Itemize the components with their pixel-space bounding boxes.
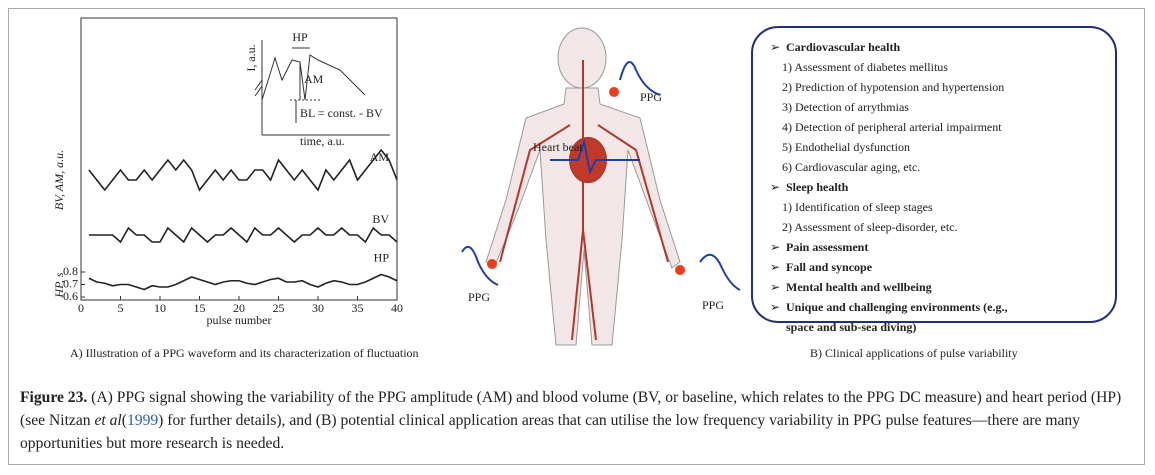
- bullet: ➢: [770, 240, 780, 254]
- figure-caption: Figure 23. (A) PPG signal showing the va…: [20, 389, 1122, 452]
- panel-b-caption: B) Clinical applications of pulse variab…: [810, 346, 1018, 360]
- x-tick-label: 10: [154, 301, 166, 315]
- section-title: Sleep health: [786, 180, 849, 194]
- sensor: [609, 87, 619, 97]
- x-label: pulse number: [207, 313, 272, 327]
- series-label: HP: [374, 251, 390, 265]
- inset-y: I, a.u.: [244, 44, 258, 71]
- section-item: 2) Prediction of hypotension and hyperte…: [782, 80, 1004, 94]
- citation[interactable]: 1999: [126, 412, 159, 429]
- inset-hp: HP: [292, 30, 308, 44]
- ppg-waves: [461, 61, 741, 291]
- caption-text: (A) PPG signal showing the variability o…: [20, 389, 1122, 429]
- section-title: Fall and syncope: [786, 260, 873, 274]
- series-label: AM: [370, 150, 390, 164]
- inset: [254, 40, 390, 136]
- x-tick-label: 35: [352, 301, 364, 315]
- heart-label: Heart beat: [533, 140, 583, 154]
- section-item: 1) Assessment of diabetes mellitus: [782, 60, 948, 74]
- bullet: ➢: [770, 280, 780, 294]
- series-line: [88, 273, 398, 291]
- applications-box: [751, 26, 1117, 323]
- series-line: [88, 226, 398, 244]
- section-item: space and sub-sea diving): [786, 320, 916, 334]
- vessels: [499, 60, 669, 341]
- figure-frame: [8, 8, 1145, 465]
- bullet: ➢: [770, 40, 780, 54]
- ppg-label: PPG: [702, 298, 724, 312]
- sensor: [675, 265, 685, 275]
- bullet: ➢: [770, 300, 780, 314]
- x-tick-label: 40: [391, 301, 403, 315]
- section-item: 1) Identification of sleep stages: [782, 200, 933, 214]
- y-label: BV, AM, a.u.: [52, 150, 66, 210]
- x-tick-label: 20: [233, 301, 245, 315]
- caption-label: Figure 23.: [20, 389, 88, 406]
- caption-etal: et al: [94, 412, 122, 429]
- section-title: Cardiovascular health: [786, 40, 900, 54]
- y2-label: HP, s: [52, 272, 66, 298]
- x-tick-label: 0: [78, 301, 84, 315]
- y-tick-label: 0.6: [63, 289, 78, 303]
- section-title: Pain assessment: [786, 240, 868, 254]
- series-line: [88, 148, 398, 192]
- inset-x: time, a.u.: [300, 134, 345, 148]
- ppg-label: PPG: [468, 290, 490, 304]
- section-title: Unique and challenging environments (e.g…: [786, 300, 1007, 314]
- section-title: Mental health and wellbeing: [786, 280, 932, 294]
- y-tick-label: 0.7: [63, 276, 78, 290]
- x-tick-label: 15: [194, 301, 206, 315]
- caption-text: ) for further details), and (B) potentia…: [20, 412, 1081, 452]
- x-tick-label: 30: [312, 301, 324, 315]
- sensor: [487, 259, 497, 269]
- section-item: 3) Detection of arrythmias: [782, 100, 909, 114]
- figure: HP AM BL = const. - BV I, a.u. time, a.u…: [52, 17, 1117, 360]
- bullet: ➢: [770, 180, 780, 194]
- bullet: ➢: [770, 260, 780, 274]
- x-tick-label: 5: [118, 301, 124, 315]
- section-item: 6) Cardiovascular aging, etc.: [782, 160, 920, 174]
- section-item: 4) Detection of peripheral arterial impa…: [782, 120, 1002, 134]
- ppg-label: PPG: [640, 90, 662, 104]
- section-item: 5) Endothelial dysfunction: [782, 140, 910, 154]
- series-label: BV: [372, 212, 389, 226]
- panel-a-caption: A) Illustration of a PPG waveform and it…: [70, 346, 419, 360]
- y-tick-label: 0.8: [63, 264, 78, 278]
- inset-am: AM: [304, 72, 324, 86]
- x-tick-label: 25: [273, 301, 285, 315]
- inset-bl: BL = const. - BV: [300, 106, 383, 120]
- section-item: 2) Assessment of sleep-disorder, etc.: [782, 220, 957, 234]
